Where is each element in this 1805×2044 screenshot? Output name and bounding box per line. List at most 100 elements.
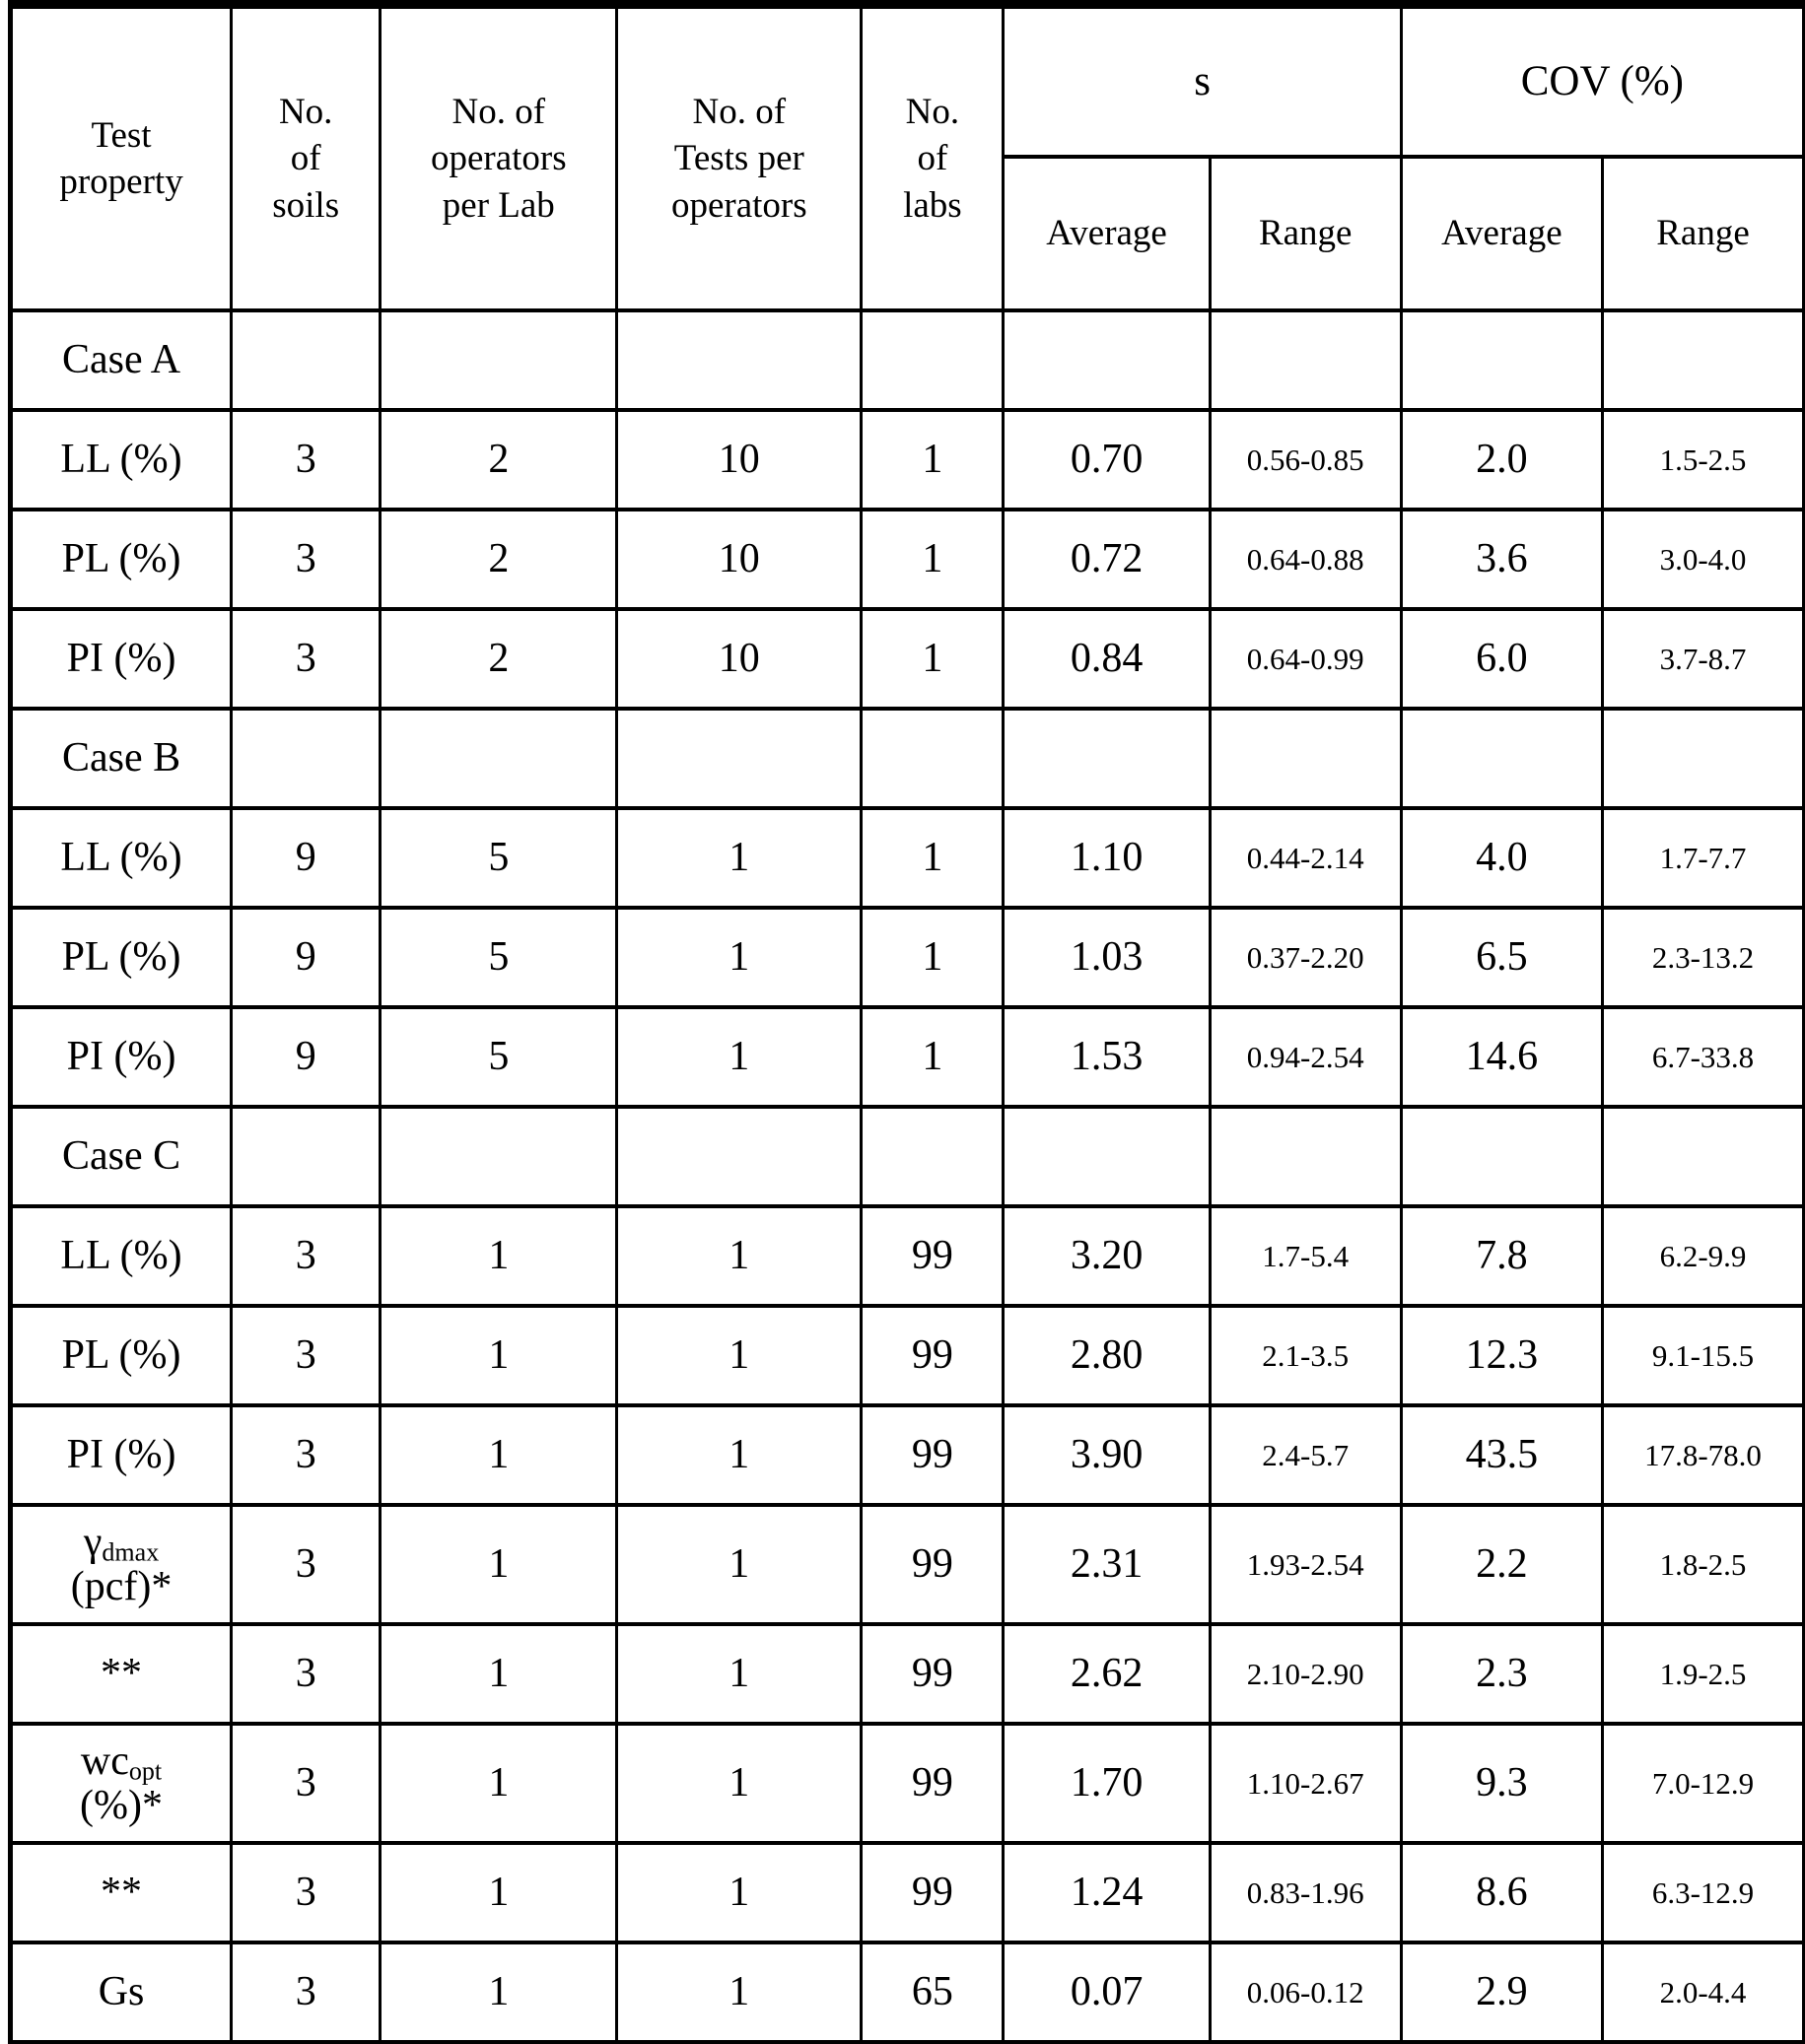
cov-range-cell: 7.0-12.9	[1600, 1722, 1805, 1845]
test-property-label: **	[101, 1869, 143, 1915]
cov-average-cell: 6.0	[1399, 607, 1604, 711]
s-average-cell	[1002, 308, 1212, 412]
cov-average-cell: 3.6	[1399, 508, 1604, 611]
subheader-cov-range: Range	[1600, 155, 1805, 312]
s-range-cell: 2.10-2.90	[1208, 1622, 1403, 1726]
no-of-labs-cell: 99	[860, 1622, 1006, 1726]
cov-range-cell: 1.8-2.5	[1600, 1503, 1805, 1626]
s-range-cell: 0.56-0.85	[1208, 408, 1403, 511]
s-range-cell: 2.1-3.5	[1208, 1304, 1403, 1407]
cov-average-cell: 8.6	[1399, 1841, 1604, 1944]
cov-average-cell: 9.3	[1399, 1722, 1604, 1845]
no-of-soils-cell: 3	[230, 1503, 382, 1626]
cov-range-cell: 9.1-15.5	[1600, 1304, 1805, 1407]
s-range-cell: 0.64-0.88	[1208, 508, 1403, 611]
test-property-cell: LL (%)	[8, 806, 234, 910]
test-property-line2: (%)*	[80, 1783, 164, 1829]
col-header-no-of-soils-label: No. of soils	[272, 91, 340, 226]
no-of-labs-cell: 1	[860, 408, 1006, 511]
s-range-cell: 1.7-5.4	[1208, 1204, 1403, 1308]
cov-range-cell	[1600, 308, 1805, 412]
cov-average-cell: 2.2	[1399, 1503, 1604, 1626]
no-of-soils-cell: 3	[230, 1941, 382, 2044]
cov-range-cell: 1.7-7.7	[1600, 806, 1805, 910]
table-row: Case C	[8, 1105, 1805, 1208]
no-of-labs-cell: 99	[860, 1204, 1006, 1308]
s-range-cell: 0.94-2.54	[1208, 1005, 1403, 1109]
tests-per-operator-cell: 1	[615, 1622, 864, 1726]
test-property-label: PI (%)	[66, 635, 176, 681]
no-of-labs-cell: 1	[860, 1005, 1006, 1109]
no-of-soils-cell: 3	[230, 1841, 382, 1944]
cov-range-cell: 3.7-8.7	[1600, 607, 1805, 711]
s-range-cell: 0.37-2.20	[1208, 906, 1403, 1009]
table-header: Test property No. of soils No. of operat…	[8, 2, 1805, 312]
test-property-label: γ	[83, 1519, 103, 1565]
col-header-no-of-labs-label: No. of labs	[903, 91, 962, 226]
s-average-cell: 1.70	[1002, 1722, 1212, 1845]
tests-per-operator-cell: 1	[615, 1722, 864, 1845]
header-row-groups: Test property No. of soils No. of operat…	[8, 2, 1805, 312]
no-of-soils-cell: 3	[230, 508, 382, 611]
operators-per-lab-cell: 5	[379, 1005, 619, 1109]
test-property-cell: LL (%)	[8, 408, 234, 511]
operators-per-lab-cell: 1	[379, 1622, 619, 1726]
no-of-labs-cell: 1	[860, 508, 1006, 611]
table-row: ** 3 1 1 99 1.24 0.83-1.96 8.6 6.3-12.9	[8, 1841, 1805, 1944]
test-property-cell: LL (%)	[8, 1204, 234, 1308]
s-average-cell: 1.53	[1002, 1005, 1212, 1109]
tests-per-operator-cell	[615, 1105, 864, 1208]
operators-per-lab-cell: 2	[379, 508, 619, 611]
no-of-labs-cell: 99	[860, 1503, 1006, 1626]
operators-per-lab-cell: 1	[379, 1503, 619, 1626]
tests-per-operator-cell: 10	[615, 508, 864, 611]
operators-per-lab-cell: 1	[379, 1304, 619, 1407]
cov-range-cell: 17.8-78.0	[1600, 1403, 1805, 1507]
group-header-cov: COV (%)	[1399, 2, 1805, 159]
test-property-label: PI (%)	[66, 1033, 176, 1079]
table-row: Case A	[8, 308, 1805, 412]
no-of-soils-cell: 3	[230, 607, 382, 711]
tests-per-operator-cell: 10	[615, 607, 864, 711]
cov-range-cell	[1600, 707, 1805, 810]
col-header-operators-per-lab: No. of operators per Lab	[379, 2, 619, 312]
test-property-line2: (pcf)*	[70, 1564, 173, 1610]
cov-average-cell: 6.5	[1399, 906, 1604, 1009]
tests-per-operator-cell: 1	[615, 1503, 864, 1626]
s-range-cell	[1208, 1105, 1403, 1208]
cov-range-cell: 2.0-4.4	[1600, 1941, 1805, 2044]
subheader-cov-average: Average	[1399, 155, 1604, 312]
no-of-labs-cell: 1	[860, 607, 1006, 711]
s-range-cell: 1.93-2.54	[1208, 1503, 1403, 1626]
table-row: wcopt (%)* 3 1 1 99 1.70 1.10-2.67 9.3 7.…	[8, 1722, 1805, 1845]
operators-per-lab-cell: 5	[379, 906, 619, 1009]
no-of-soils-cell: 3	[230, 1722, 382, 1845]
cov-average-cell: 4.0	[1399, 806, 1604, 910]
s-average-cell: 1.03	[1002, 906, 1212, 1009]
test-property-label: Gs	[98, 1968, 145, 2014]
test-property-cell: wcopt (%)*	[8, 1722, 234, 1845]
no-of-soils-cell	[230, 308, 382, 412]
test-property-label: PL (%)	[61, 535, 181, 581]
cov-range-cell: 2.3-13.2	[1600, 906, 1805, 1009]
s-range-cell: 0.44-2.14	[1208, 806, 1403, 910]
table-row: Case B	[8, 707, 1805, 810]
col-header-test-property-label: Test property	[59, 114, 183, 202]
s-range-cell: 0.64-0.99	[1208, 607, 1403, 711]
tests-per-operator-cell: 1	[615, 1841, 864, 1944]
s-average-cell	[1002, 707, 1212, 810]
no-of-labs-cell: 99	[860, 1722, 1006, 1845]
no-of-soils-cell: 3	[230, 1403, 382, 1507]
operators-per-lab-cell: 2	[379, 607, 619, 711]
no-of-soils-cell	[230, 707, 382, 810]
col-header-tests-per-operator-label: No. of Tests per operators	[670, 91, 807, 226]
cov-range-cell: 6.2-9.9	[1600, 1204, 1805, 1308]
test-property-subscript: opt	[128, 1756, 163, 1786]
test-property-cell: **	[8, 1841, 234, 1944]
s-range-cell: 0.83-1.96	[1208, 1841, 1403, 1944]
cov-average-cell: 2.0	[1399, 408, 1604, 511]
operators-per-lab-cell: 1	[379, 1403, 619, 1507]
operators-per-lab-cell: 2	[379, 408, 619, 511]
test-property-cell: Gs	[8, 1941, 234, 2044]
table-row: ** 3 1 1 99 2.62 2.10-2.90 2.3 1.9-2.5	[8, 1622, 1805, 1726]
